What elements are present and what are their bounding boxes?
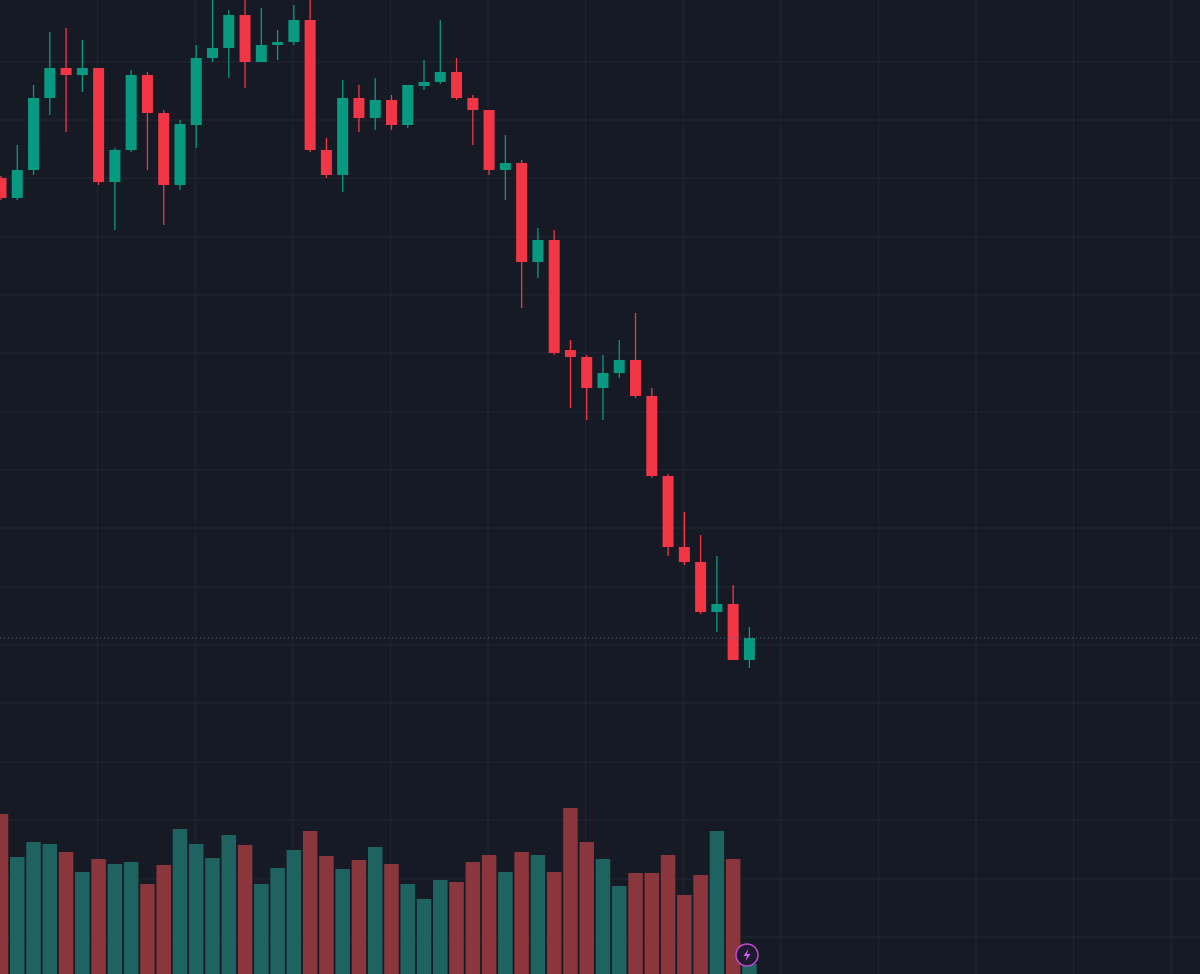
volume-bar <box>351 860 367 974</box>
candle-body <box>44 68 56 98</box>
candle-body <box>613 360 625 373</box>
candle-body <box>353 98 365 118</box>
volume-bar <box>75 872 90 974</box>
candle-body <box>304 20 316 150</box>
volume-bar <box>319 856 334 974</box>
volume-bar <box>433 880 448 974</box>
candle-body <box>125 75 137 150</box>
candle-body <box>272 42 284 45</box>
candle-body <box>516 163 528 262</box>
volume-bar <box>237 845 253 974</box>
volume-bar <box>709 831 725 974</box>
candle-body <box>418 82 430 86</box>
candle-body <box>141 75 153 113</box>
candle-body <box>434 72 446 82</box>
candle-body <box>158 113 170 185</box>
volume-bar <box>302 831 318 974</box>
volume-bar <box>677 895 692 974</box>
volume-bar <box>335 869 350 974</box>
candle-body <box>564 350 576 357</box>
volume-bar <box>498 872 513 974</box>
volume-bar <box>58 852 74 974</box>
candle-body <box>695 562 707 612</box>
volume-bar <box>254 884 269 974</box>
candle-body <box>743 638 755 660</box>
candle-body <box>76 68 88 75</box>
volume-bar <box>644 873 660 974</box>
candle-body <box>223 15 235 48</box>
candle-body <box>581 357 593 388</box>
candle-body <box>402 85 414 125</box>
candle-body <box>532 240 544 262</box>
candle-body <box>288 20 300 42</box>
volume-bar <box>26 842 41 974</box>
candle-body <box>109 150 121 182</box>
candle-body <box>711 604 723 612</box>
lightning-icon <box>735 943 759 967</box>
volume-bar <box>465 862 481 974</box>
volume-bar <box>140 884 155 974</box>
volume-bar <box>628 873 643 974</box>
volume-bar <box>693 875 708 974</box>
volume-bar <box>270 868 285 974</box>
volume-bar <box>742 964 757 974</box>
volume-bar <box>725 859 741 974</box>
vertical-grid <box>97 0 1172 974</box>
volume-bar <box>449 882 464 974</box>
candle-body <box>60 68 72 75</box>
volume-bar <box>10 857 25 974</box>
candle-body <box>646 396 658 476</box>
volume-bar <box>416 899 432 974</box>
volume-bar <box>546 872 562 974</box>
volume-bar <box>91 859 106 974</box>
volume-bar <box>0 814 9 974</box>
candle-body <box>630 360 642 396</box>
candle-body <box>662 476 674 547</box>
volume-bar <box>286 850 302 974</box>
candle-body <box>467 98 479 110</box>
volume-bar <box>156 865 171 974</box>
candle-body <box>548 240 560 353</box>
candle-body <box>369 100 381 118</box>
volume-bar <box>188 844 204 974</box>
candle-body <box>239 15 251 62</box>
volume-bar <box>563 808 578 974</box>
candle-body <box>385 100 397 125</box>
volume-bar <box>579 842 594 974</box>
volume-bar <box>367 847 383 974</box>
volume-bar <box>384 864 399 974</box>
candle-body <box>320 150 332 175</box>
candle-body <box>28 98 40 170</box>
candle-body <box>93 68 105 182</box>
volume-bar <box>612 886 627 974</box>
volume-bar <box>221 835 237 974</box>
candle-body <box>207 48 219 58</box>
volume-bar <box>481 855 497 974</box>
volume-bar <box>400 884 415 974</box>
candle-body <box>451 72 463 98</box>
candle-body <box>597 373 609 388</box>
volume-bar <box>107 864 123 974</box>
candle-body <box>499 163 511 170</box>
candle-body <box>11 170 23 198</box>
volume-bar <box>205 858 220 974</box>
volume-bar <box>595 859 611 974</box>
candle-body <box>678 547 690 562</box>
candle-body <box>483 110 495 170</box>
candle-body <box>727 604 739 660</box>
volume-bar <box>42 844 58 974</box>
volume-bar <box>172 829 188 974</box>
volume-bar <box>660 855 676 974</box>
volume-bar <box>123 862 139 974</box>
volume-bar <box>514 852 529 974</box>
candle-body <box>337 98 349 175</box>
candle-body <box>255 45 267 62</box>
candle-body <box>174 124 186 185</box>
icon-bolt <box>743 949 751 961</box>
candle-body <box>190 58 202 125</box>
volume-bar <box>530 855 546 974</box>
candle-body <box>0 178 7 198</box>
